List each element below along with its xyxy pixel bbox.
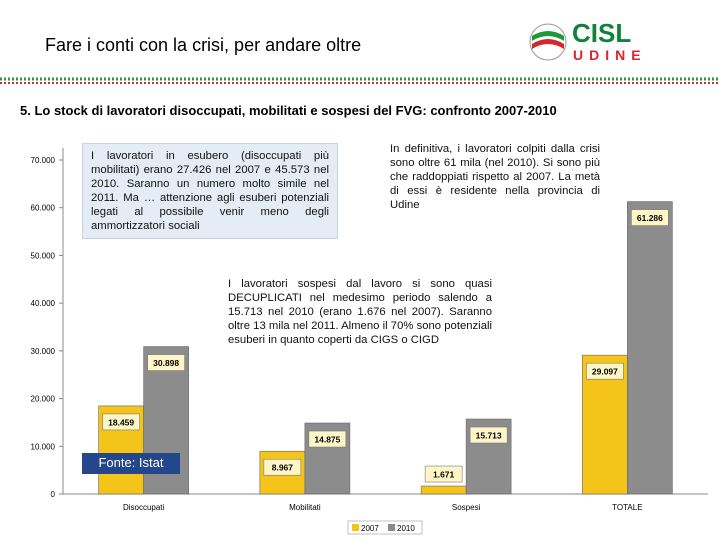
value-label-box	[308, 430, 347, 448]
annotation: In definitiva, i lavoratori colpiti dall…	[386, 140, 604, 220]
logo-stripe	[532, 39, 564, 49]
y-tick-label: 50.000	[31, 251, 56, 260]
slide-title: Fare i conti con la crisi, per andare ol…	[45, 35, 361, 55]
annotation: I lavoratori in esubero (disoccupati più…	[82, 143, 338, 239]
legend-swatch	[388, 524, 395, 531]
y-tick-label: 10.000	[31, 442, 56, 451]
annotation: I lavoratori sospesi dal lavoro si sono …	[222, 274, 498, 386]
value-label: 1.671	[433, 470, 455, 480]
legend-label: 2007	[361, 524, 379, 533]
x-tick-label: Mobilitati	[289, 503, 321, 512]
value-label: 29.097	[592, 367, 618, 377]
subtitle: 5. Lo stock di lavoratori disoccupati, m…	[20, 103, 557, 118]
bar	[420, 485, 467, 495]
y-tick-label: 0	[51, 490, 56, 499]
y-tick-label: 40.000	[31, 299, 56, 308]
logo-place: UDINE	[573, 47, 647, 63]
y-tick-label: 60.000	[31, 204, 56, 213]
value-label: 14.875	[314, 435, 340, 445]
logo-name: CISL	[572, 18, 631, 48]
value-label: 15.713	[476, 431, 502, 441]
value-label-box	[469, 426, 508, 444]
value-label: 61.286	[637, 213, 663, 223]
value-label-box	[586, 362, 624, 380]
x-tick-label: TOTALE	[612, 503, 642, 512]
value-label: 8.967	[272, 463, 294, 473]
x-tick-label: Disoccupati	[123, 503, 165, 512]
y-tick-label: 20.000	[31, 395, 56, 404]
value-label: 18.459	[108, 417, 134, 427]
value-label-box	[102, 413, 140, 431]
value-label-box	[631, 209, 669, 226]
legend-label: 2010	[397, 524, 415, 533]
value-label-box	[424, 465, 463, 483]
logo-stripe	[532, 31, 564, 41]
y-tick-label: 30.000	[31, 347, 56, 356]
legend-swatch	[352, 524, 359, 531]
value-label: 30.898	[153, 358, 179, 368]
value-label-box	[147, 354, 185, 371]
y-tick-label: 70.000	[31, 156, 56, 165]
x-tick-label: Sospesi	[452, 503, 481, 512]
legend-box	[347, 520, 423, 535]
value-label-box	[263, 458, 302, 476]
bar	[627, 201, 673, 495]
source-note: Fonte: Istat	[82, 453, 180, 474]
